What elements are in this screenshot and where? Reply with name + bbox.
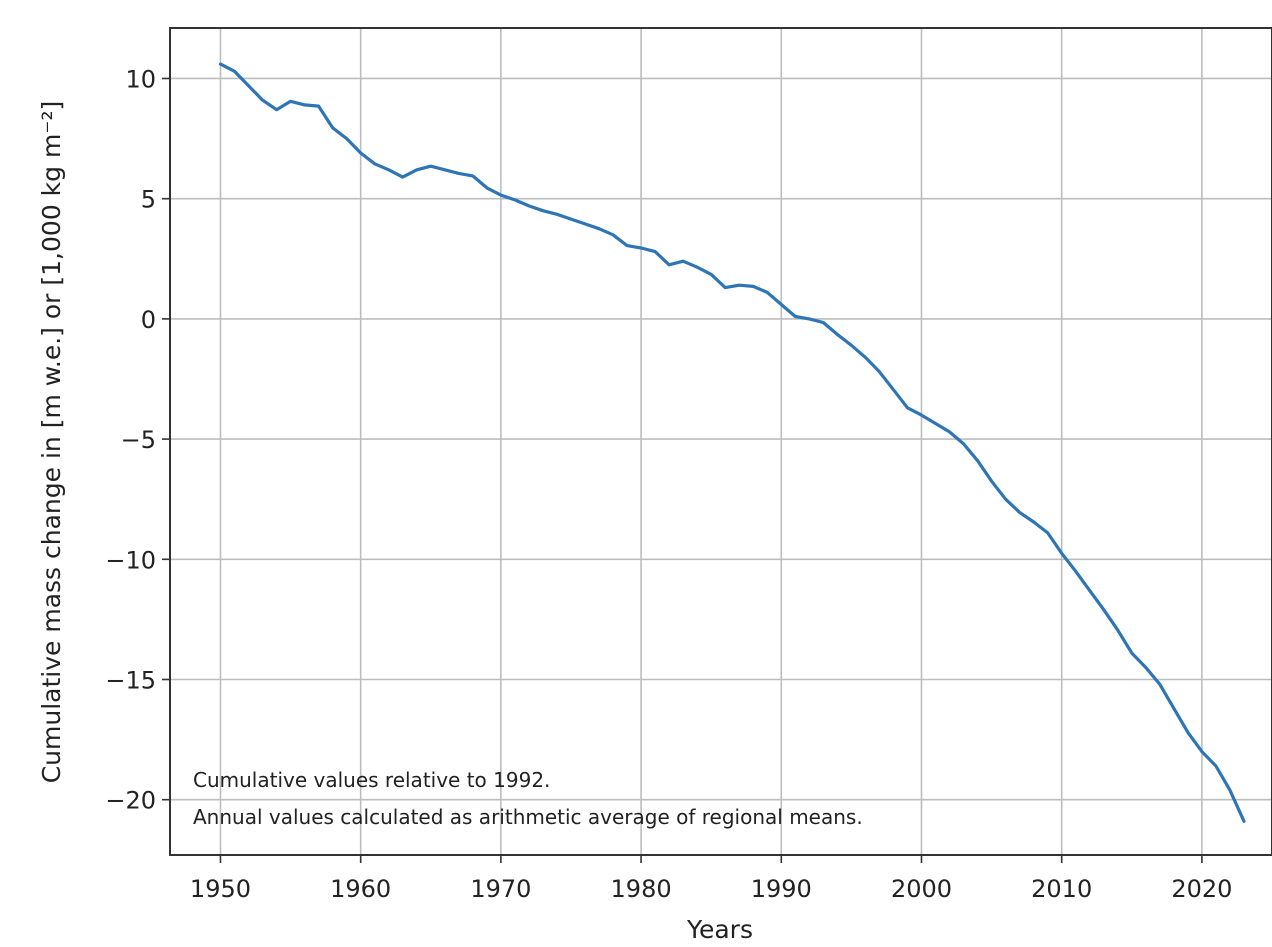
y-axis-label: Cumulative mass change in [m w.e.] or [1… (37, 101, 66, 784)
y-tick-label: 5 (141, 186, 156, 214)
y-tick-label: −5 (121, 426, 156, 454)
x-tick-label: 2010 (1031, 875, 1092, 903)
note-line-1: Cumulative values relative to 1992. (193, 768, 550, 792)
x-tick-label: 1950 (190, 875, 251, 903)
x-tick-label: 1960 (330, 875, 391, 903)
y-tick-label: 0 (141, 306, 156, 334)
gridlines (170, 28, 1272, 855)
axis-ticks: 1950 1960 1970 1980 1990 2000 2010 2020 10 5 0 −5 −1… (105, 65, 1232, 903)
y-tick-label: −10 (105, 546, 156, 574)
x-tick-label: 2020 (1171, 875, 1232, 903)
x-tick-label: 1990 (751, 875, 812, 903)
x-axis-label: Years (686, 915, 753, 944)
y-tick-label: 10 (125, 65, 156, 93)
note-line-2: Annual values calculated as arithmetic a… (193, 805, 863, 829)
x-tick-label: 1980 (611, 875, 672, 903)
y-tick-label: −20 (105, 787, 156, 815)
x-tick-label: 1970 (470, 875, 531, 903)
plot-frame (169, 27, 1272, 856)
series-layer (218, 62, 1246, 823)
y-tick-label: −15 (105, 667, 156, 695)
x-tick-label: 2000 (891, 875, 952, 903)
cumulative-mass-change-line (218, 62, 1246, 823)
